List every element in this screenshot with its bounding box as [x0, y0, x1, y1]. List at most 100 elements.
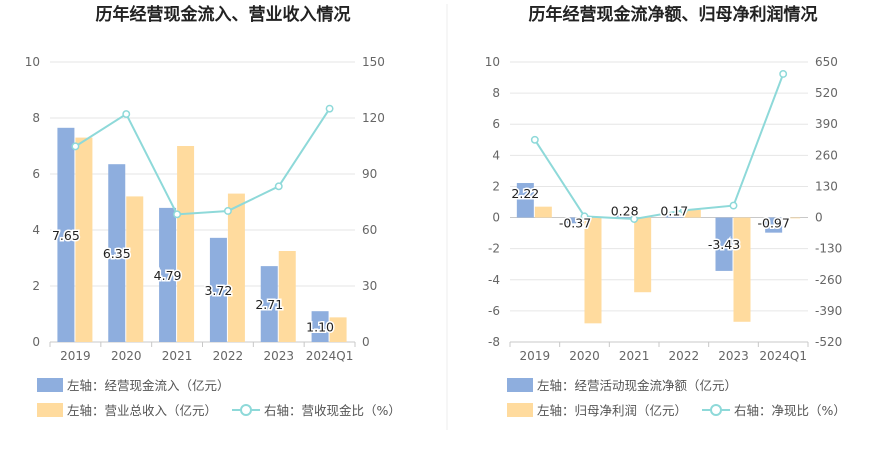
bar-data-label: -0.97 [757, 216, 789, 231]
bar-secondary [126, 196, 144, 342]
y-left-tick-label: 6 [492, 117, 500, 131]
y-left-tick-label: 2 [492, 179, 500, 193]
legend-item-netcash[interactable]: 左轴：经营活动现金流净额（亿元） [507, 378, 737, 393]
y-left-tick-label: 4 [492, 148, 500, 162]
y-left-tick-label: 8 [492, 86, 500, 100]
y-right-tick-label: 390 [815, 117, 838, 131]
bar-primary [57, 127, 75, 342]
bar-data-label: 1.10 [306, 320, 334, 335]
legend-cashflow-revenue: 左轴：经营现金流入（亿元） 左轴：营业总收入（亿元） 右轴：营收现金比（%） [37, 378, 401, 418]
bar-primary [311, 311, 329, 342]
x-tick-label: 2021 [162, 349, 193, 363]
y-right-tick-label: 60 [362, 223, 377, 237]
line-point [223, 207, 232, 215]
line-point [122, 110, 131, 119]
line-point [325, 104, 334, 113]
x-tick-label: 2019 [60, 349, 91, 363]
bar-secondary [329, 317, 347, 342]
bar-primary [566, 217, 584, 224]
chart-title-cashflow-revenue: 历年经营现金流入、营业收入情况 [96, 4, 351, 25]
bar-secondary [278, 251, 296, 342]
y-right-tick-label: 650 [815, 55, 838, 69]
bar-primary [108, 164, 126, 342]
x-tick-label: 2023 [718, 349, 749, 363]
y-left-tick-label: 0 [492, 211, 500, 225]
bar-primary [209, 237, 227, 342]
bar-data-label: 2.71 [255, 297, 283, 312]
bar-data-label: -3.43 [708, 237, 740, 252]
y-right-tick-label: 0 [362, 335, 370, 349]
line-point [71, 142, 80, 151]
x-tick-label: 2022 [213, 349, 244, 363]
y-right-tick-label: 90 [362, 167, 377, 181]
y-right-tick-label: 260 [815, 148, 838, 162]
y-right-tick-label: 520 [815, 86, 838, 100]
y-left-tick-label: -8 [488, 335, 500, 349]
line-point [274, 182, 283, 191]
legend-swatch-inflow [37, 378, 63, 392]
line-point [679, 206, 688, 215]
y-left-tick-label: 0 [32, 335, 40, 349]
legend-item-revenue[interactable]: 左轴：营业总收入（亿元） [37, 403, 217, 418]
bar-primary [516, 183, 534, 218]
y-left-tick-label: 4 [32, 223, 40, 237]
bar-secondary [227, 193, 245, 342]
bar-data-label: 0.28 [611, 204, 639, 219]
line-series [74, 108, 331, 216]
x-tick-label: 2021 [619, 349, 650, 363]
legend-item-net-cash-ratio[interactable]: 右轴：净现比（%） [702, 403, 846, 418]
y-left-tick-label: 10 [25, 55, 40, 69]
x-tick-label: 2023 [263, 349, 294, 363]
bar-primary [765, 217, 783, 233]
y-left-tick-label: -4 [488, 273, 500, 287]
legend-swatch-revenue [37, 403, 63, 417]
y-left-tick-label: 6 [32, 167, 40, 181]
bar-primary [616, 213, 634, 218]
legend-label-cash-ratio: 右轴：营收现金比（%） [264, 403, 401, 418]
legend-marker-cash-ratio [240, 404, 252, 416]
x-tick-label: 2022 [669, 349, 700, 363]
bar-secondary [177, 146, 195, 342]
bar-primary [159, 207, 177, 342]
y-right-tick-label: 120 [362, 111, 385, 125]
legend-item-profit[interactable]: 左轴：归母净利润（亿元） [507, 403, 687, 418]
y-left-tick-label: 10 [485, 55, 500, 69]
y-right-tick-label: -390 [815, 304, 842, 318]
x-tick-label: 2019 [520, 349, 551, 363]
y-left-tick-label: 2 [32, 279, 40, 293]
bar-secondary [534, 206, 552, 218]
y-right-tick-label: -260 [815, 273, 842, 287]
y-right-tick-label: -130 [815, 242, 842, 256]
line-point [580, 212, 589, 221]
legend-item-cash-ratio[interactable]: 右轴：营收现金比（%） [232, 403, 401, 418]
legend-label-inflow: 左轴：经营现金流入（亿元） [67, 378, 230, 393]
bar-secondary [634, 217, 652, 293]
x-tick-label: 2020 [569, 349, 600, 363]
bar-primary [715, 217, 733, 271]
line-point [779, 70, 788, 78]
y-right-tick-label: 0 [815, 211, 823, 225]
chart-title-netcash-profit: 历年经营现金流净额、归母净利润情况 [529, 4, 818, 25]
line-point [530, 135, 539, 144]
bar-primary [260, 266, 278, 342]
y-left-tick-label: 8 [32, 111, 40, 125]
y-right-tick-label: -520 [815, 335, 842, 349]
bar-secondary [733, 217, 751, 322]
line-point [630, 215, 639, 223]
y-left-tick-label: -6 [488, 304, 500, 318]
line-point [729, 201, 738, 210]
bar-data-label: 3.72 [204, 283, 232, 298]
legend-item-inflow[interactable]: 左轴：经营现金流入（亿元） [37, 378, 230, 393]
bar-data-label: 2.22 [511, 186, 539, 201]
y-right-tick-label: 30 [362, 279, 377, 293]
legend-marker-net-cash-ratio [710, 404, 722, 416]
legend-label-revenue: 左轴：营业总收入（亿元） [67, 403, 217, 418]
legend-label-profit: 左轴：归母净利润（亿元） [537, 403, 687, 418]
bar-primary [665, 214, 683, 218]
bar-secondary [584, 217, 602, 324]
legend-netcash-profit: 左轴：经营活动现金流净额（亿元） 左轴：归母净利润（亿元） 右轴：净现比（%） [507, 378, 846, 418]
y-right-tick-label: 130 [815, 179, 838, 193]
y-left-tick-label: -2 [488, 242, 500, 256]
